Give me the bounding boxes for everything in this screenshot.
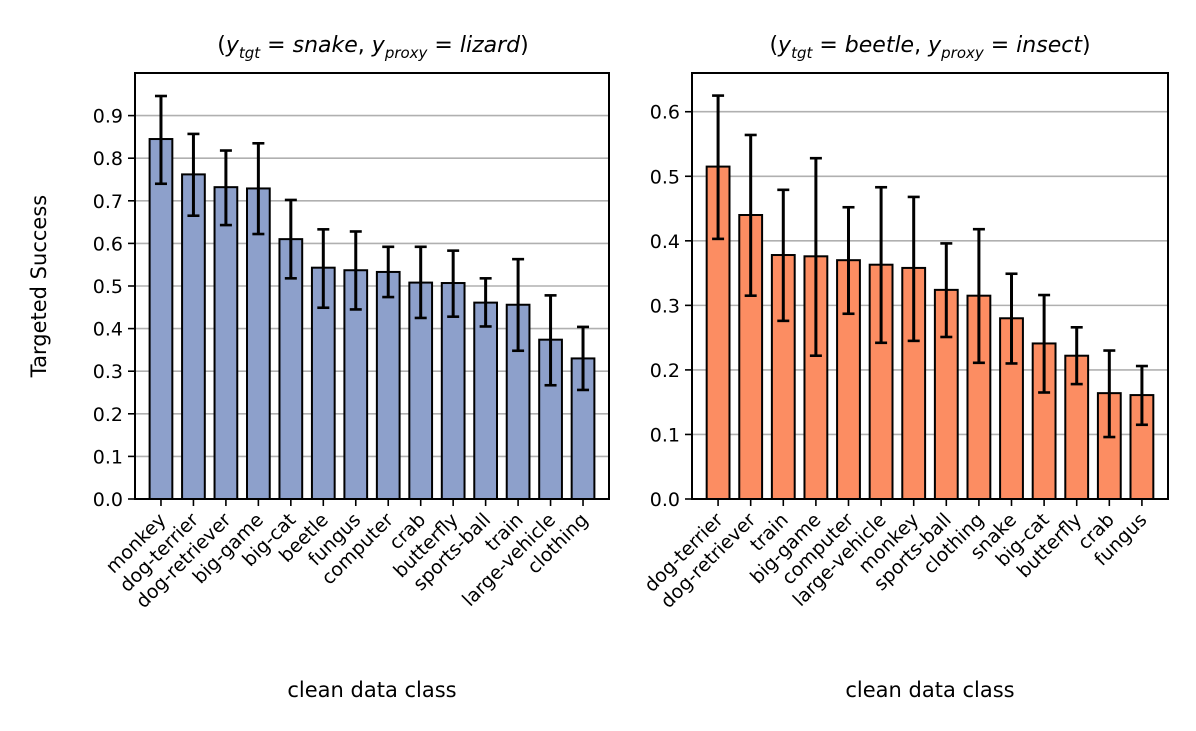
y-tick-label: 0.2 [93,404,123,426]
chart-title: (ytgt = beetle, yproxy = insect) [769,33,1090,62]
y-axis-title: Targeted Success [27,195,51,378]
chart-right: (ytgt = beetle, yproxy = insect) clean d… [640,33,1169,702]
bar-dog-terrier [181,173,206,500]
y-tick-label: 0.2 [650,360,680,382]
y-tick-label: 0.4 [650,231,680,253]
y-tick-label: 0.7 [93,191,123,213]
y-tick-label: 0.6 [93,233,123,255]
y-tick-label: 0.0 [93,489,123,511]
y-tick-label: 0.3 [650,295,680,317]
y-tick-label: 0.1 [650,424,680,446]
y-tick-label: 0.3 [93,361,123,383]
chart-title: (ytgt = snake, yproxy = lizard) [217,33,528,62]
y-tick-label: 0.0 [650,489,680,511]
y-tick-label: 0.5 [93,276,123,298]
x-axis-title: clean data class [845,678,1014,702]
y-tick-label: 0.1 [93,446,123,468]
y-tick-label: 0.8 [93,148,123,170]
y-tick-label: 0.5 [650,166,680,188]
y-tick-label: 0.6 [650,102,680,124]
bar-computer [375,270,401,500]
chart-left: (ytgt = snake, yproxy = lizard) Targeted… [27,33,610,702]
bar-dog-retriever [213,186,239,500]
x-axis-title: clean data class [287,678,456,702]
plot-frame [691,72,1169,500]
bar-monkey [148,138,174,500]
y-tick-label: 0.9 [93,106,123,128]
y-tick-label: 0.4 [93,319,123,341]
bar-sports-ball [473,301,498,501]
plot-frame [134,72,610,500]
